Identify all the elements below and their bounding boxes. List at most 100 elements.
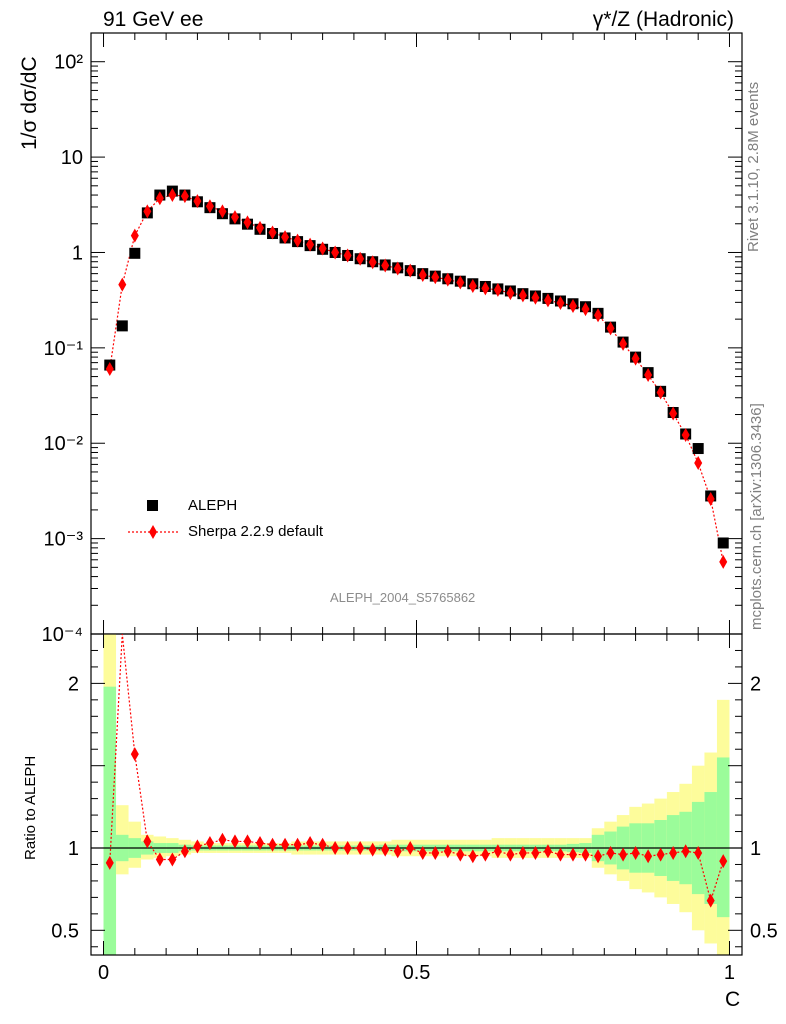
- ratio-point: [706, 893, 715, 908]
- mc-point: [431, 270, 440, 285]
- mc-point: [331, 245, 340, 260]
- ratio-point: [343, 841, 352, 855]
- ratio-point: [180, 844, 189, 859]
- mc-point: [581, 302, 590, 317]
- ratio-point: [443, 844, 452, 859]
- ratio-point: [656, 847, 665, 862]
- ratio-point: [306, 836, 315, 851]
- ratio-point: [456, 847, 465, 862]
- legend-entry-mc: Sherpa 2.2.9 default: [188, 523, 324, 540]
- mc-point: [356, 251, 365, 266]
- ratio-point: [631, 845, 640, 860]
- mc-point: [205, 199, 214, 214]
- data-point: [717, 537, 729, 549]
- legend-swatches: [128, 500, 178, 539]
- bottom-xtick-label: 0: [98, 962, 109, 984]
- header-right-label: γ*/Z (Hadronic): [592, 8, 734, 31]
- bottom-ytick-label-right: 2: [750, 673, 761, 695]
- mc-point: [644, 367, 653, 382]
- ratio-point: [193, 839, 202, 854]
- bottom-ytick-label: 1: [68, 838, 79, 860]
- mc-point: [606, 321, 615, 336]
- mc-point: [143, 204, 152, 219]
- mc-point: [493, 282, 502, 297]
- mc-point: [456, 275, 465, 290]
- top-ytick-label: 10²: [54, 52, 83, 74]
- mc-point: [168, 188, 177, 203]
- legend: ALEPH Sherpa 2.2.9 default: [128, 492, 388, 548]
- ratio-point: [155, 852, 164, 867]
- top-ytick-label: 10⁻³: [44, 529, 84, 551]
- bottom-frame: [90, 633, 743, 956]
- ratio-point: [331, 841, 340, 855]
- ratio-point: [105, 855, 114, 870]
- ratio-point: [168, 852, 177, 867]
- band-stat-bin: [716, 757, 730, 918]
- mc-point: [281, 230, 290, 245]
- ratio-point: [481, 847, 490, 862]
- bottom-ytick-label-right: 0.5: [750, 920, 778, 942]
- mc-point: [243, 215, 252, 230]
- ratio-point: [356, 841, 365, 855]
- mc-point: [631, 351, 640, 366]
- ratio-point: [468, 849, 477, 864]
- mc-point: [343, 248, 352, 263]
- mc-point: [105, 362, 114, 377]
- mc-point: [130, 228, 139, 243]
- ratio-point: [205, 836, 214, 851]
- ratio-point: [218, 832, 227, 847]
- ratio-point: [393, 844, 402, 859]
- x-axis-title: C: [725, 988, 741, 1011]
- mc-point: [418, 268, 427, 283]
- ratio-point: [381, 842, 390, 857]
- ratio-point: [694, 845, 703, 860]
- data-point: [116, 320, 128, 332]
- mc-point: [531, 290, 540, 305]
- mc-point: [306, 237, 315, 252]
- mc-point: [268, 225, 277, 240]
- ratio-point: [493, 844, 502, 859]
- mc-point: [681, 428, 690, 443]
- ratio-point: [594, 849, 603, 864]
- top-ytick-label: 10⁻⁴: [42, 624, 83, 646]
- mc-point: [256, 220, 265, 235]
- ratio-point: [268, 837, 277, 852]
- mc-point: [406, 263, 415, 278]
- ratio-point: [293, 837, 302, 852]
- ratio-point: [719, 854, 728, 869]
- bottom-ytick-label: 2: [68, 673, 79, 695]
- mc-point: [155, 191, 164, 206]
- ratio-point: [143, 834, 152, 849]
- ratio-point: [281, 837, 290, 852]
- ratio-point: [431, 845, 440, 860]
- mc-point: [218, 204, 227, 219]
- ratio-point: [368, 842, 377, 857]
- ratio-point: [531, 845, 540, 860]
- ratio-point: [619, 847, 628, 862]
- ratio-point: [506, 847, 515, 862]
- top-ytick-label: 1: [72, 242, 83, 264]
- header-left-label: 91 GeV ee: [103, 8, 204, 31]
- mc-point: [506, 286, 515, 301]
- ratio-point: [243, 834, 252, 849]
- mc-point: [518, 288, 527, 303]
- mc-point: [393, 261, 402, 276]
- mc-point: [706, 492, 715, 507]
- legend-diamond-marker: [149, 525, 157, 539]
- top-panel: 10⁻⁴ 10⁻³ 10⁻² 10⁻¹ 1 10 10²: [42, 32, 743, 646]
- bottom-xtick-label: 0.5: [403, 962, 431, 984]
- top-ytick-label: 10: [61, 147, 83, 169]
- mc-line: [109, 194, 724, 563]
- top-ytick-label: 10⁻²: [44, 433, 84, 455]
- ratio-point: [318, 837, 327, 852]
- ratio-point: [556, 847, 565, 862]
- mc-point: [180, 189, 189, 204]
- legend-square-marker: [147, 500, 158, 511]
- mc-point: [443, 272, 452, 287]
- mc-point: [318, 241, 327, 256]
- ratio-point: [581, 847, 590, 862]
- bottom-panel: 0 0.5 1 0.5 0.5 1 1 2 2: [51, 633, 778, 984]
- legend-entry-data: ALEPH: [188, 497, 238, 514]
- ratio-point: [543, 844, 552, 859]
- bottom-ytick-label: 0.5: [51, 920, 79, 942]
